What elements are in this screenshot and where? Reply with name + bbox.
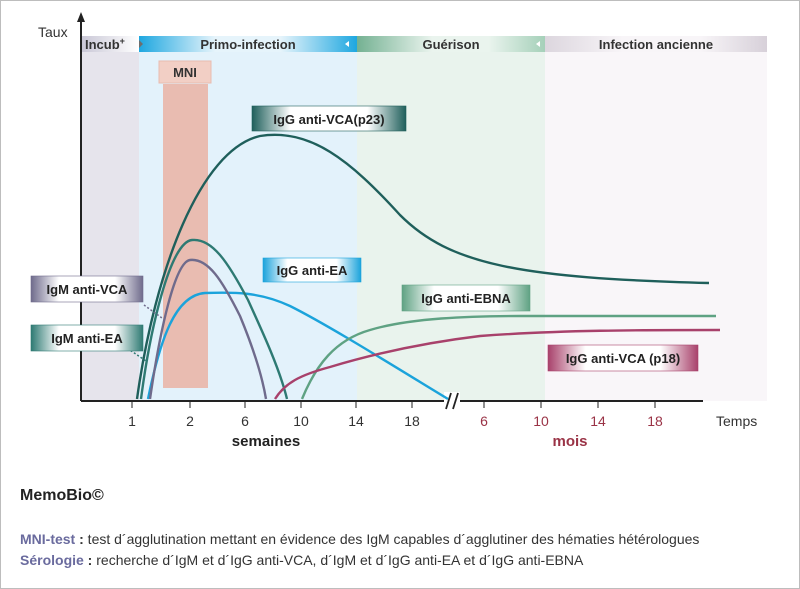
label-igg-vca-p23: IgG anti-VCA(p23) [251, 105, 407, 132]
tick-label-w18: 18 [404, 413, 420, 429]
svg-text:IgM anti-EA: IgM anti-EA [51, 331, 123, 346]
note-serologie-key: Sérologie [20, 552, 84, 568]
note-serologie-text: recherche d´IgM et d´IgG anti-VCA, d´IgM… [92, 552, 584, 568]
mni-band [163, 84, 208, 388]
phase-primo-label: Primo-infection [200, 37, 295, 52]
tick-label-w14: 14 [348, 413, 364, 429]
mni-label: MNI [173, 65, 197, 80]
arrow-primo-icon [139, 40, 143, 48]
curve-igg-ea [146, 291, 449, 401]
curve-igm-ea [139, 238, 289, 400]
phase-bar-primo [139, 36, 357, 52]
curve-igg-vca-p23 [135, 133, 710, 400]
svg-text:IgG anti-EBNA: IgG anti-EBNA [421, 291, 511, 306]
phase-ancienne-label: Infection ancienne [599, 37, 713, 52]
tick-label-w2: 2 [186, 413, 194, 429]
months-unit-label: mois [552, 433, 587, 450]
label-igg-ea: IgG anti-EA [262, 257, 362, 283]
note-serologie-sep: : [83, 552, 93, 568]
curve-igm-vca [148, 258, 268, 400]
label-igm-ea: IgM anti-EA [30, 324, 144, 352]
mni-label-box [158, 60, 212, 84]
note-serologie: Sérologie : recherche d´IgM et d´IgG ant… [20, 552, 583, 568]
phase-header: Incub+ Primo-infection Guérison Infectio… [81, 36, 767, 52]
note-mni-text: test d´agglutination mettant en évidence… [83, 531, 700, 547]
note-mni-test: MNI-test : test d´agglutination mettant … [20, 531, 699, 547]
curve-igg-vca-p18 [273, 328, 721, 400]
tick-label-m18: 18 [647, 413, 663, 429]
note-mni-key: MNI-test [20, 531, 76, 547]
note-mni-sep: : [75, 531, 84, 547]
arrow-ancienne-icon [536, 41, 540, 47]
tick-label-w1: 1 [128, 413, 136, 429]
phase-guerison-label: Guérison [422, 37, 479, 52]
x-tick-labels: 1 2 6 10 14 18 6 10 14 18 [128, 413, 663, 429]
svg-text:IgG anti-EA: IgG anti-EA [277, 263, 348, 278]
label-igg-ebna: IgG anti-EBNA [401, 284, 531, 312]
guerison-region [357, 36, 545, 401]
arrow-guerison-icon [345, 41, 349, 47]
y-axis-label: Taux [38, 24, 68, 40]
tick-label-w6: 6 [241, 413, 249, 429]
label-igg-vca-p18: IgG anti-VCA (p18) [547, 344, 699, 372]
tick-label-m6: 6 [480, 413, 488, 429]
x-ticks [131, 401, 656, 408]
brand-label: MemoBio© [20, 487, 104, 504]
tick-label-m10: 10 [533, 413, 549, 429]
curve-igg-ebna [300, 314, 716, 400]
label-igm-vca: IgM anti-VCA [30, 275, 144, 303]
tick-label-m14: 14 [590, 413, 606, 429]
weeks-unit-label: semaines [232, 433, 300, 450]
svg-text:IgM anti-VCA: IgM anti-VCA [47, 282, 128, 297]
phase-bar-incub [81, 36, 139, 52]
phase-bar-guerison [357, 36, 545, 52]
x-axis-label: Temps [716, 413, 757, 429]
tick-label-w10: 10 [293, 413, 309, 429]
axis-break-icon [444, 392, 460, 410]
infection-ancienne-region [545, 36, 767, 401]
phase-bar-ancienne [545, 36, 767, 52]
svg-text:IgG anti-VCA(p23): IgG anti-VCA(p23) [273, 112, 384, 127]
y-axis-arrow-icon [77, 12, 85, 22]
phase-incub-label: Incub+ [85, 36, 125, 52]
svg-text:IgG anti-VCA (p18): IgG anti-VCA (p18) [566, 351, 680, 366]
